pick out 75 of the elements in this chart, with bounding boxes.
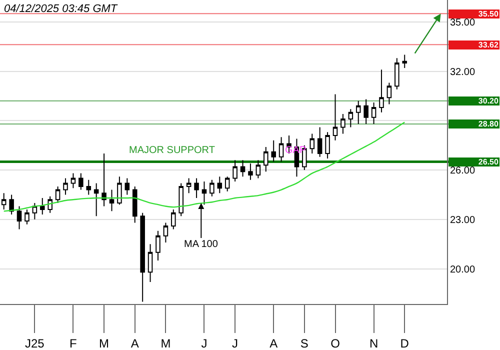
line-series [3,122,406,212]
x-tick-label: M [99,336,110,350]
x-tick-label: A [270,336,278,350]
y-tick-label: 26.00 [450,166,476,177]
x-tick-label: F [70,336,77,350]
ref-line-label: 35.50 [478,10,499,18]
candlestick [202,181,207,206]
annotation: MAJOR SUPPORT [129,145,215,156]
candlestick [194,178,199,198]
candlestick [340,114,346,134]
x-tick-label: J [201,336,208,350]
candlestick [348,108,354,128]
candlestick [394,58,400,90]
candlestick [124,178,130,196]
candlestick [232,160,238,182]
candlestick [217,176,222,194]
candlestick [32,202,38,220]
candlestick [386,82,392,105]
x-tick-label: S [300,336,308,350]
candlestick [171,209,176,230]
candlestick [117,176,122,206]
candlestick [148,244,153,282]
candlestick [78,172,84,190]
candlestick [156,230,160,262]
candlestick [379,69,384,113]
candlestick [140,212,145,302]
x-tick-label: O [330,336,340,350]
candlestick [325,132,330,159]
y-tick-label: 35.00 [450,17,476,28]
candlestick [86,179,92,196]
ref-line-label: 33.62 [478,40,499,50]
candlestick [24,209,30,225]
candlestick [271,140,276,162]
ref-line-label: 30.20 [478,96,499,106]
candlestick [16,206,22,230]
candlestick [9,194,14,215]
candlestick [371,102,376,124]
y-tick-label: 23.00 [450,214,476,226]
candlestick [210,179,214,197]
candlestick [332,94,338,141]
annotation: 04/12/2025 03:45 GMT [4,3,118,15]
candlestick [278,136,284,162]
candlestick [48,196,52,214]
candlestick [264,146,268,172]
x-tick-label: M [160,336,171,350]
candlestick [102,153,106,207]
candlestick [402,54,407,68]
ref-line-label: 26.50 [478,158,499,166]
candlestick [109,189,114,212]
candlestick [132,186,138,224]
candlestick [55,186,60,204]
candlestick [163,222,168,243]
candlestick [240,160,246,178]
candlestick [256,160,261,179]
x-tick-label: J [232,336,238,350]
x-tick-label: N [369,336,378,350]
candlestick [186,178,192,194]
candlestick [248,162,253,180]
ref-line-label: 28.80 [478,120,499,128]
x-tick-label: J25 [25,336,45,350]
candlestick [63,178,68,196]
y-tick-label: 20.00 [450,264,476,276]
candlestick [94,182,99,217]
candlestick [224,176,230,192]
candlestick [178,182,184,217]
candlestick [70,172,76,189]
candlestick [40,198,45,215]
y-tick-label: 32.00 [450,66,476,78]
x-tick-label: A [130,336,139,350]
x-tick-label: D [400,336,410,350]
annotation: MA 100 [184,239,218,250]
candlestick [364,98,368,124]
candlestick [310,133,315,154]
candlestick [317,126,322,158]
candlestick [356,100,361,124]
